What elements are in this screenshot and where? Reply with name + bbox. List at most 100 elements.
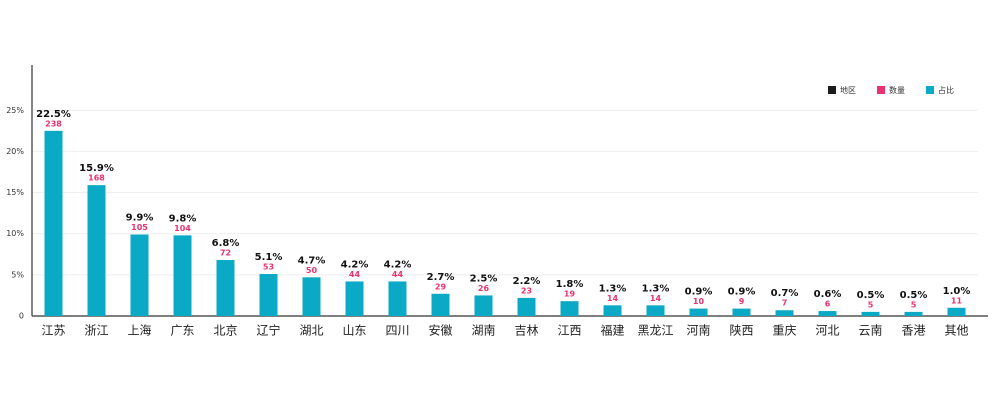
x-tick-label: 陕西	[729, 323, 753, 338]
bar	[259, 274, 278, 316]
count-label: 6	[825, 300, 831, 309]
legend-swatch	[926, 86, 934, 94]
count-label: 44	[349, 270, 361, 279]
bar	[216, 260, 235, 316]
percent-label: 5.1%	[255, 252, 283, 263]
bar	[732, 308, 751, 316]
count-label: 9	[739, 297, 745, 306]
count-label: 11	[951, 296, 963, 305]
count-label: 168	[88, 174, 105, 183]
count-label: 23	[521, 286, 532, 295]
y-tick-label: 10%	[6, 229, 24, 238]
percent-label: 1.3%	[642, 283, 670, 294]
count-label: 14	[607, 294, 619, 303]
count-label: 10	[693, 297, 705, 306]
percent-label: 6.8%	[212, 238, 240, 249]
x-tick-label: 北京	[213, 324, 237, 338]
percent-label: 4.2%	[341, 259, 369, 270]
percent-label: 9.9%	[126, 213, 154, 224]
y-tick-label: 25%	[6, 106, 24, 115]
legend-label: 占比	[938, 85, 954, 95]
count-label: 29	[435, 282, 447, 291]
x-tick-label: 上海	[127, 323, 151, 338]
percent-label: 0.9%	[728, 287, 756, 298]
bar	[947, 307, 966, 316]
x-tick-label: 吉林	[514, 324, 538, 338]
bar	[646, 305, 665, 316]
bar	[818, 311, 837, 316]
percent-label: 0.9%	[685, 287, 713, 298]
percent-label: 1.0%	[943, 286, 971, 297]
x-tick-label: 湖北	[299, 323, 323, 338]
count-label: 105	[131, 223, 148, 232]
percent-label: 15.9%	[79, 163, 114, 174]
bar	[302, 277, 321, 316]
count-label: 5	[911, 300, 917, 309]
x-tick-label: 河北	[815, 324, 839, 338]
x-tick-label: 广东	[170, 324, 194, 338]
x-tick-label: 河南	[686, 323, 710, 338]
percent-label: 1.3%	[599, 283, 627, 294]
count-label: 50	[306, 266, 318, 275]
legend-label: 地区	[840, 85, 856, 95]
bar	[861, 311, 880, 316]
y-tick-label: 5%	[11, 270, 24, 279]
x-tick-label: 云南	[858, 323, 882, 338]
x-tick-label: 重庆	[772, 324, 796, 338]
percent-label: 9.8%	[169, 213, 197, 224]
bar	[904, 311, 923, 316]
bar	[775, 310, 794, 316]
y-tick-label: 15%	[6, 188, 24, 197]
count-label: 53	[263, 263, 274, 272]
x-tick-label: 湖南	[471, 323, 495, 338]
percent-label: 0.5%	[857, 290, 885, 301]
count-label: 104	[174, 224, 191, 233]
x-tick-label: 浙江	[84, 324, 108, 338]
x-tick-label: 安徽	[428, 323, 452, 338]
legend-swatch	[828, 86, 836, 94]
bar	[173, 235, 192, 316]
count-label: 19	[564, 290, 576, 299]
count-label: 44	[392, 270, 404, 279]
legend-swatch	[877, 86, 885, 94]
percent-label: 4.7%	[298, 255, 326, 266]
bar	[689, 308, 708, 316]
x-tick-label: 山东	[342, 324, 366, 338]
percent-label: 0.5%	[900, 290, 928, 301]
bar	[560, 301, 579, 316]
x-tick-label: 四川	[385, 324, 409, 338]
bar	[87, 185, 106, 316]
percent-label: 22.5%	[36, 109, 71, 120]
x-tick-label: 香港	[901, 324, 925, 338]
y-tick-label: 0	[19, 312, 24, 321]
count-label: 14	[650, 294, 662, 303]
count-label: 238	[45, 119, 62, 128]
x-tick-label: 福建	[600, 323, 624, 338]
bar	[345, 281, 364, 316]
count-label: 5	[868, 300, 874, 309]
percent-label: 2.2%	[513, 276, 541, 287]
x-tick-label: 辽宁	[256, 323, 280, 338]
percent-label: 2.7%	[427, 272, 455, 283]
count-label: 26	[478, 284, 490, 293]
percent-label: 1.8%	[556, 279, 584, 290]
count-label: 7	[782, 299, 788, 308]
bar	[130, 234, 149, 316]
bar	[603, 305, 622, 316]
x-tick-label: 其他	[944, 324, 968, 338]
x-tick-label: 江苏	[41, 324, 65, 338]
x-tick-label: 黑龙江	[637, 324, 673, 338]
bar	[388, 281, 407, 316]
percent-label: 0.6%	[814, 289, 842, 300]
bar	[44, 130, 63, 316]
count-label: 72	[220, 249, 231, 258]
legend-label: 数量	[889, 85, 905, 95]
bar	[474, 295, 493, 316]
percent-label: 2.5%	[470, 273, 498, 284]
percent-label: 4.2%	[384, 259, 412, 270]
y-tick-label: 20%	[6, 147, 24, 156]
percent-label: 0.7%	[771, 288, 799, 299]
bar	[431, 293, 450, 316]
x-tick-label: 江西	[557, 324, 581, 338]
